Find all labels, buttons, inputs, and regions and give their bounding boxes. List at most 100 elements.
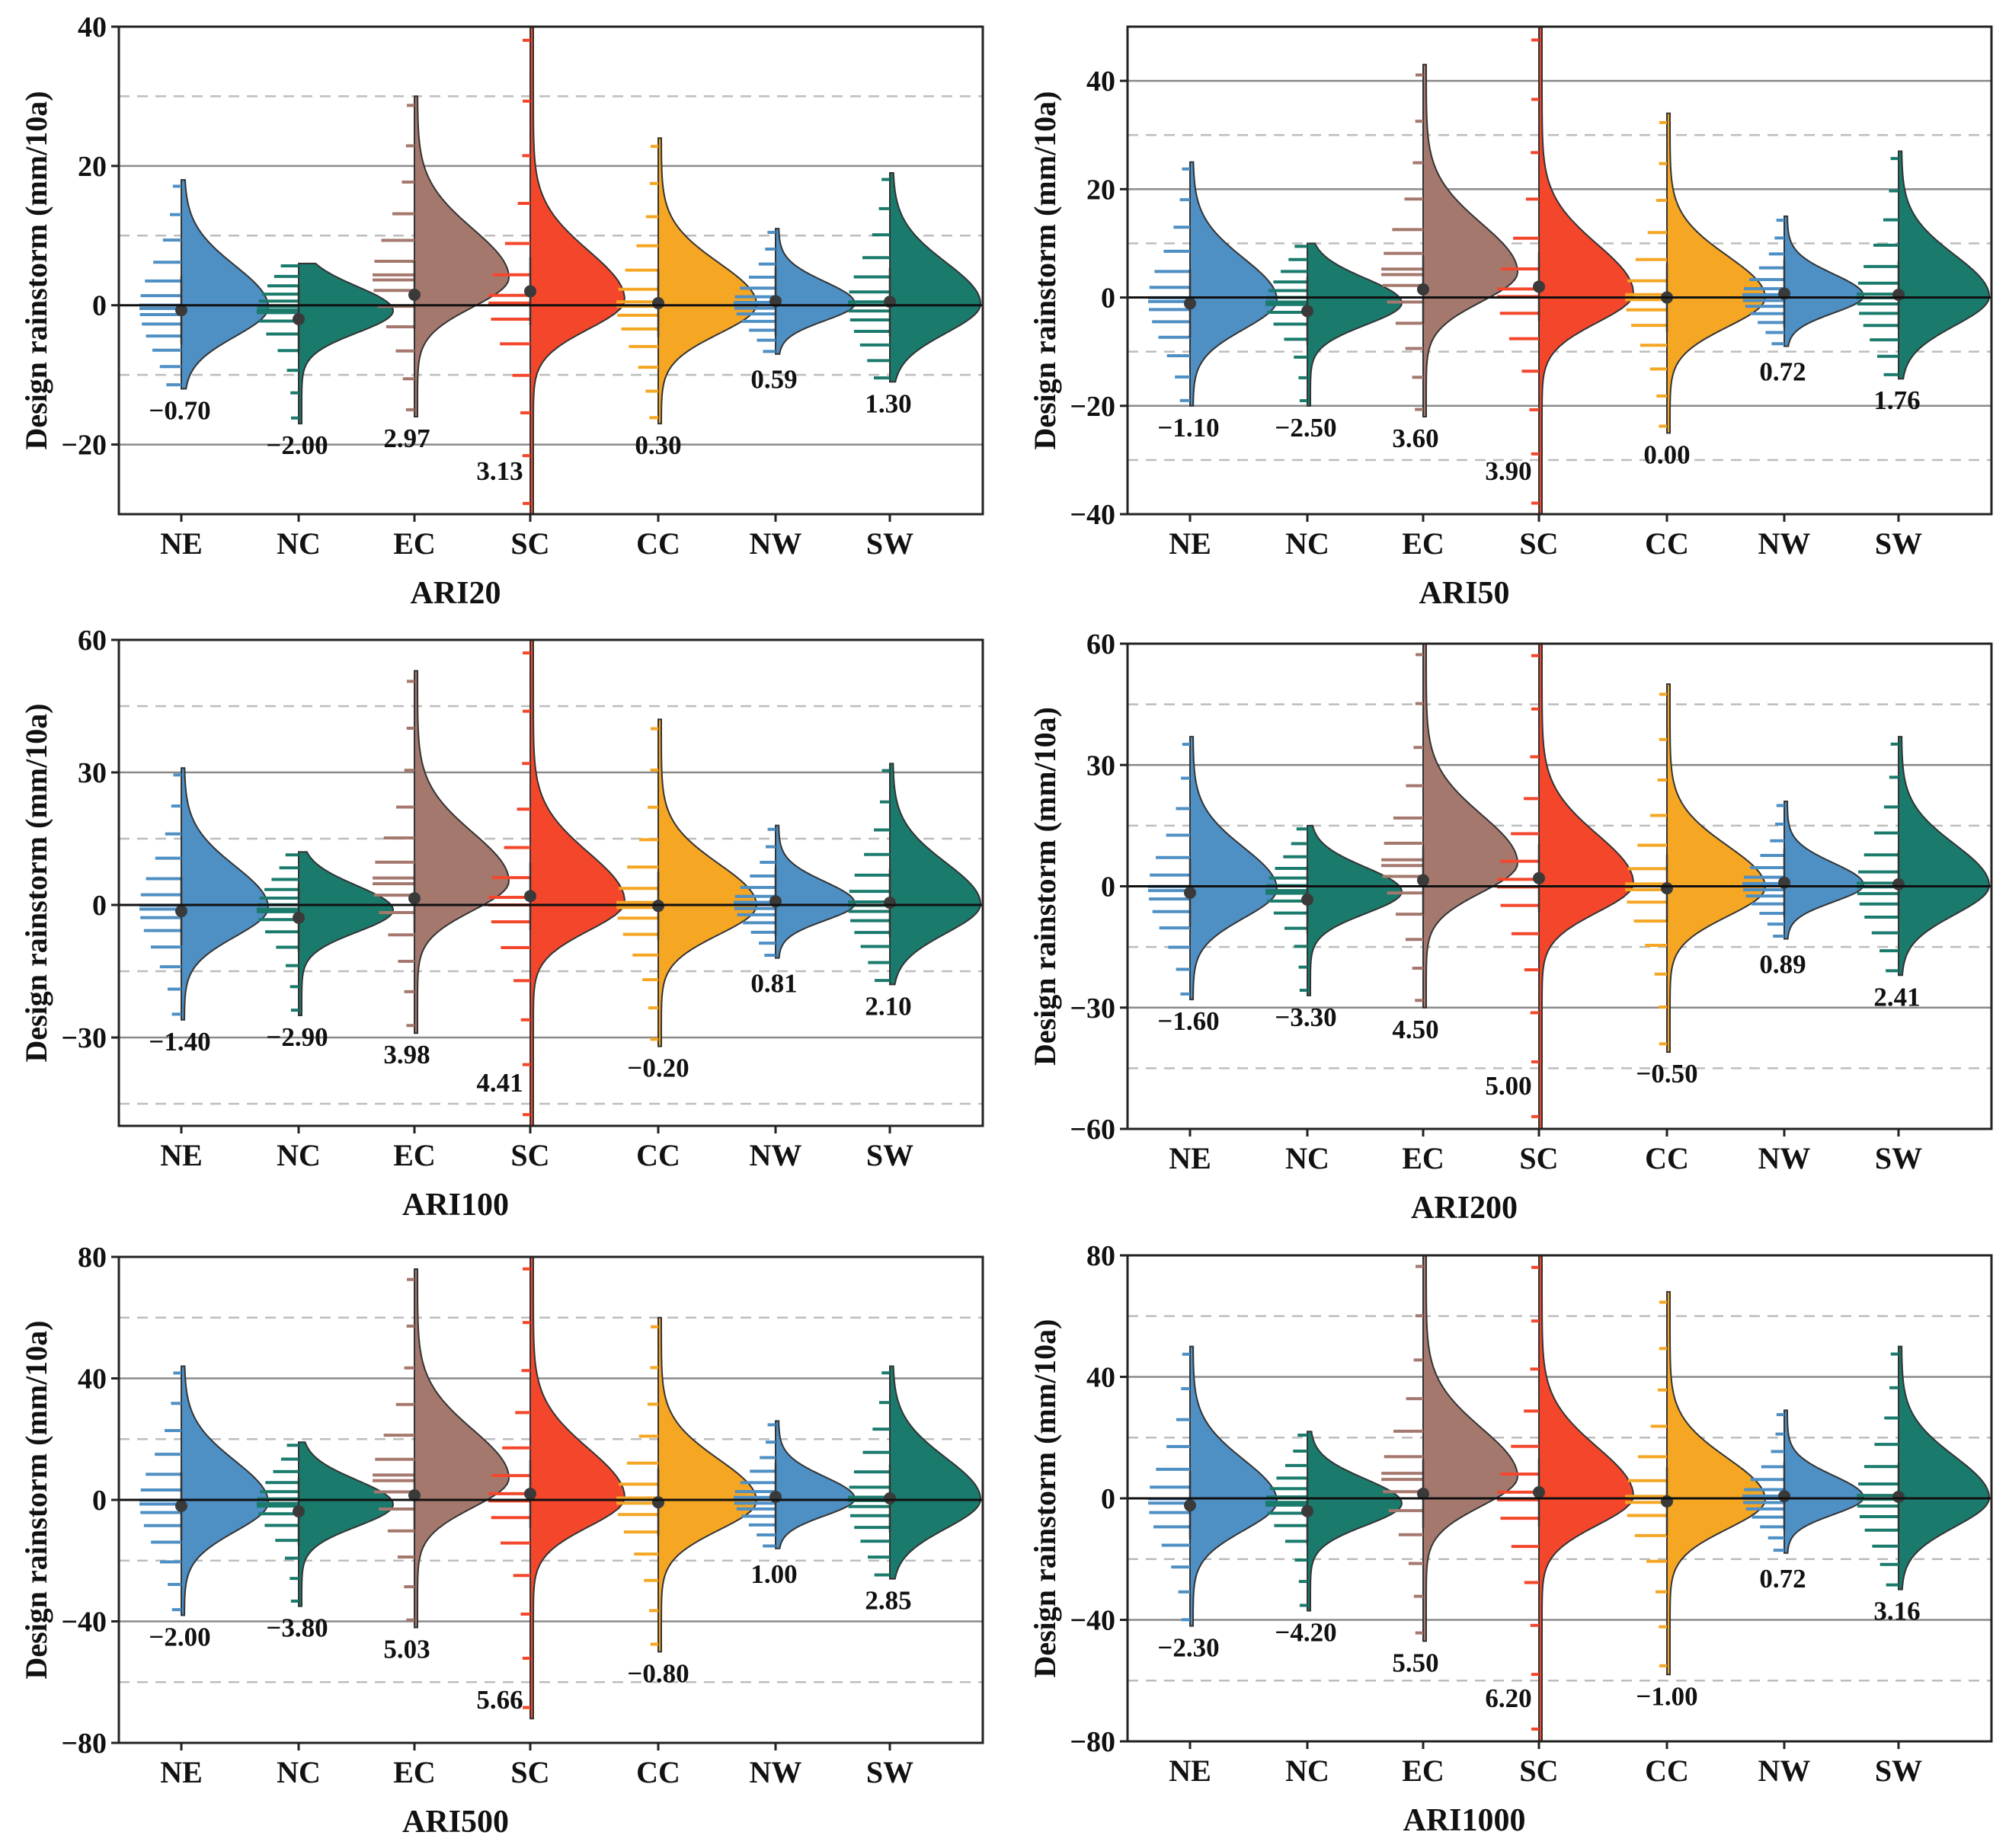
violin-sw [1857,150,1990,380]
x-tick-label-sw: SW [866,1138,913,1172]
y-axis-title: Design rainstorm (mm/10a) [1028,91,1062,449]
x-tick-label-sw: SW [1875,526,1922,561]
x-tick-label-sc: SC [510,1755,549,1789]
x-tick-label-nw: NW [1758,1754,1811,1788]
violin-shape-ec [414,1268,510,1629]
mean-point-nc [293,911,305,924]
mean-point-sw [1892,289,1905,301]
violin-shape-cc [657,718,757,1047]
violin-sc [488,1257,625,1720]
violin-shape-ne [1189,1345,1278,1627]
violin-nc [1265,242,1403,407]
x-axis-title: ARI50 [1419,576,1509,611]
violin-shape-ec [414,670,510,1034]
violin-shape-nw [775,1420,856,1549]
violin-ne [139,767,269,1021]
violin-ec [373,670,510,1034]
violin-shape-cc [1666,683,1766,1053]
x-tick-label-sw: SW [1875,1754,1922,1788]
x-tick-label-nw: NW [1758,526,1811,561]
x-axis-title: ARI500 [402,1805,509,1840]
violin-shape-sc [1538,27,1634,514]
value-label-nw: 1.00 [750,1559,797,1589]
violin-shape-nw [775,228,856,355]
value-label-sw: 2.85 [865,1586,911,1616]
x-tick-label-nw: NW [750,526,802,561]
y-tick-label: −80 [61,1728,107,1760]
x-axis-title: ARI200 [1411,1191,1518,1226]
mean-point-ne [175,905,187,918]
panel-ari50: −1.10 −2.50 3.60 3.90 0.00 0.72 1.76 −40 −20 0 20 4… [1028,25,1993,611]
panel-ari100: −1.40 −2.90 3.98 4.41 −0.20 0.81 2.10 −30 0 30 60 N… [19,625,984,1223]
violin-shape-nw [1783,1409,1865,1554]
violin-cc [1625,683,1766,1053]
violin-shape-ne [1189,161,1278,407]
mean-point-ec [408,289,421,301]
x-tick-label-nc: NC [1285,526,1329,561]
violin-ec [373,95,510,417]
violin-cc [1625,112,1766,434]
mean-point-ne [1184,886,1196,899]
mean-point-sc [1533,1486,1545,1499]
violin-ne [1148,736,1278,1001]
panel-ari200: −1.60 −3.30 4.50 5.00 −0.50 0.89 2.41 −60 −30 0 30… [1028,628,1993,1226]
panel-ari500: −2.00 −3.80 5.03 5.66 −0.80 1.00 2.85 −80 −40 0 40… [19,1242,984,1840]
x-tick-label-sc: SC [510,1138,549,1172]
y-tick-label: 20 [78,151,107,183]
violin-nc [257,1441,394,1607]
y-tick-label: 40 [78,11,107,43]
mean-point-sc [524,285,536,298]
x-tick-label-ne: NE [160,526,203,561]
value-label-ec: 3.98 [383,1040,430,1069]
x-tick-label-sc: SC [1519,526,1558,561]
y-axis-title: Design rainstorm (mm/10a) [19,703,53,1062]
violin-sw [848,763,981,986]
mean-point-nc [293,1505,305,1518]
mean-point-nc [1301,1504,1313,1517]
x-tick-label-sc: SC [510,526,549,561]
y-tick-label: 0 [92,1485,107,1517]
y-tick-label: −30 [61,1022,107,1054]
violin-shape-ne [181,1365,269,1616]
y-tick-label: 0 [92,290,107,322]
violin-shape-nc [298,851,395,1016]
violin-ec [1381,1255,1518,1642]
violin-shape-ne [181,767,269,1021]
value-label-ec: 5.03 [383,1634,430,1664]
violin-shape-sw [1898,1345,1991,1591]
mean-point-ne [175,304,187,317]
violin-nc [1265,1431,1403,1612]
violin-nw [1742,215,1864,347]
value-label-sw: 2.41 [1873,982,1920,1012]
value-label-ne: −1.60 [1157,1006,1219,1036]
mean-point-nc [293,313,305,325]
y-tick-label: 80 [78,1242,107,1274]
x-tick-label-sc: SC [1519,1141,1558,1175]
violin-shape-nc [1307,824,1403,996]
x-tick-label-nc: NC [1285,1754,1329,1788]
y-tick-label: 60 [78,625,107,657]
value-label-sc: 3.90 [1485,456,1531,486]
y-tick-label: 30 [1086,750,1115,782]
value-label-cc: −0.20 [627,1053,689,1083]
y-tick-label: 40 [1086,1362,1115,1394]
violin-nw [1742,801,1864,940]
plot-frame [117,25,984,516]
x-tick-label-sw: SW [1875,1141,1922,1175]
violin-shape-cc [1666,112,1766,434]
value-label-ne: −2.30 [1157,1632,1219,1662]
mean-point-ne [1184,1499,1196,1512]
value-label-cc: −0.80 [627,1658,689,1688]
value-label-nc: −2.50 [1275,413,1336,443]
violin-nw [1742,1409,1865,1554]
value-label-sw: 1.30 [865,388,911,418]
value-label-ne: −0.70 [149,395,210,425]
x-tick-label-ec: EC [1402,1141,1444,1175]
value-label-ec: 2.97 [383,424,430,453]
violin-nw [734,228,856,355]
y-tick-label: −20 [61,430,107,462]
x-tick-label-cc: CC [636,1138,680,1172]
violin-shape-sw [889,763,981,986]
value-label-nw: 0.81 [750,969,797,999]
